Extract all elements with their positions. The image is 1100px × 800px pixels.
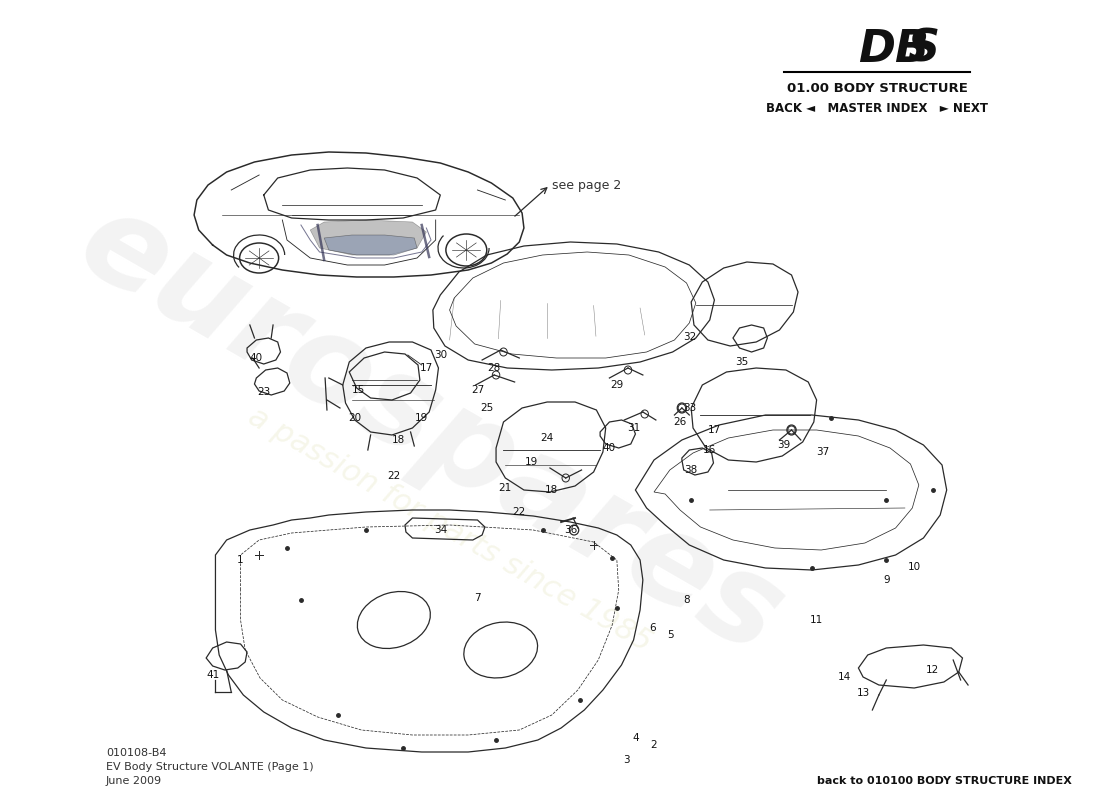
Text: 17: 17 bbox=[420, 363, 433, 373]
Text: EV Body Structure VOLANTE (Page 1): EV Body Structure VOLANTE (Page 1) bbox=[106, 762, 314, 772]
Text: 5: 5 bbox=[668, 630, 674, 640]
Text: 34: 34 bbox=[433, 525, 447, 535]
Text: 22: 22 bbox=[387, 471, 400, 481]
Text: 41: 41 bbox=[206, 670, 219, 680]
Text: a passion for parts since 1985: a passion for parts since 1985 bbox=[243, 402, 657, 658]
Text: 10: 10 bbox=[908, 562, 921, 572]
Text: 9: 9 bbox=[883, 575, 890, 585]
Text: 38: 38 bbox=[684, 465, 697, 475]
Text: 3: 3 bbox=[623, 755, 629, 765]
Text: 19: 19 bbox=[525, 457, 538, 467]
Text: 4: 4 bbox=[632, 733, 639, 743]
Text: 1: 1 bbox=[238, 555, 244, 565]
Text: 37: 37 bbox=[816, 447, 829, 457]
Polygon shape bbox=[310, 220, 427, 255]
Text: BACK ◄   MASTER INDEX   ► NEXT: BACK ◄ MASTER INDEX ► NEXT bbox=[766, 102, 988, 115]
Text: 16: 16 bbox=[703, 445, 716, 455]
Text: 23: 23 bbox=[257, 387, 271, 397]
Text: 20: 20 bbox=[349, 413, 362, 423]
Text: 11: 11 bbox=[810, 615, 823, 625]
Text: S: S bbox=[908, 28, 939, 71]
Text: 22: 22 bbox=[513, 507, 526, 517]
Text: 17: 17 bbox=[707, 425, 721, 435]
Text: see page 2: see page 2 bbox=[552, 178, 622, 191]
Text: 19: 19 bbox=[415, 413, 428, 423]
Text: 7: 7 bbox=[474, 593, 481, 603]
Text: June 2009: June 2009 bbox=[106, 776, 162, 786]
Text: 01.00 BODY STRUCTURE: 01.00 BODY STRUCTURE bbox=[786, 82, 967, 95]
Text: 6: 6 bbox=[649, 623, 656, 633]
Text: 36: 36 bbox=[564, 525, 578, 535]
Text: 13: 13 bbox=[857, 688, 870, 698]
Text: 26: 26 bbox=[673, 417, 686, 427]
Text: 2: 2 bbox=[651, 740, 658, 750]
Text: 27: 27 bbox=[471, 385, 484, 395]
Text: 18: 18 bbox=[392, 435, 405, 445]
Text: 15: 15 bbox=[352, 385, 365, 395]
Text: 18: 18 bbox=[546, 485, 559, 495]
Text: 25: 25 bbox=[480, 403, 494, 413]
Text: 40: 40 bbox=[250, 353, 263, 363]
Polygon shape bbox=[324, 235, 417, 255]
Text: 010108-B4: 010108-B4 bbox=[106, 748, 166, 758]
Text: 33: 33 bbox=[683, 403, 696, 413]
Text: 32: 32 bbox=[683, 332, 696, 342]
Text: eurospares: eurospares bbox=[58, 180, 803, 680]
Text: 29: 29 bbox=[610, 380, 624, 390]
Text: 28: 28 bbox=[487, 363, 500, 373]
Text: 31: 31 bbox=[627, 423, 640, 433]
Text: 39: 39 bbox=[778, 440, 791, 450]
Text: 35: 35 bbox=[736, 357, 749, 367]
Text: 24: 24 bbox=[540, 433, 553, 443]
Text: 30: 30 bbox=[433, 350, 447, 360]
Text: 8: 8 bbox=[683, 595, 690, 605]
Text: DB: DB bbox=[858, 28, 930, 71]
Text: 40: 40 bbox=[603, 443, 616, 453]
Text: back to 010100 BODY STRUCTURE INDEX: back to 010100 BODY STRUCTURE INDEX bbox=[817, 776, 1072, 786]
Text: 14: 14 bbox=[838, 672, 851, 682]
Text: 21: 21 bbox=[498, 483, 512, 493]
Text: 12: 12 bbox=[926, 665, 939, 675]
